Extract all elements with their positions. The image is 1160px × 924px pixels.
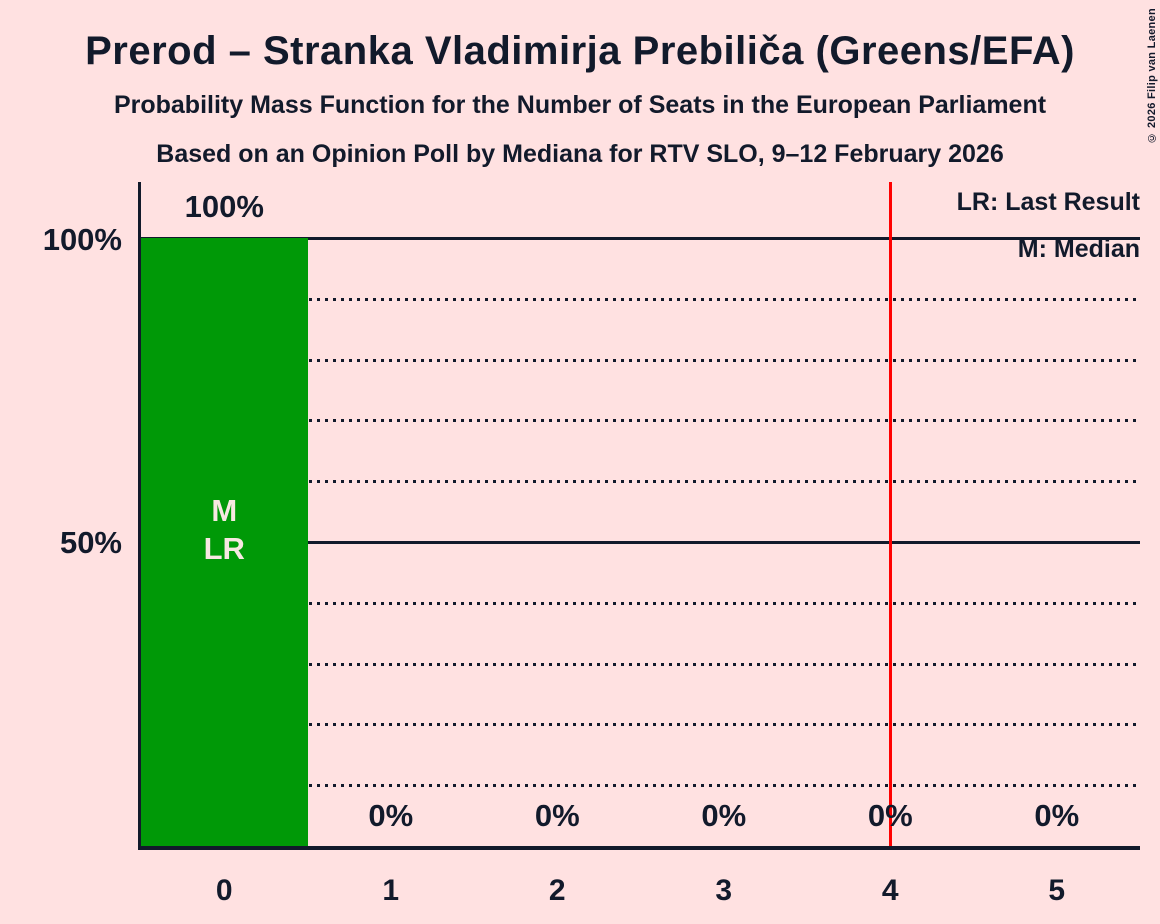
x-tick-label-2: 2: [548, 874, 566, 907]
gridline-40pct: [141, 602, 1140, 605]
annotation-m-label: M: [211, 493, 238, 528]
gridline-70pct: [141, 419, 1140, 422]
x-tick-label-5: 5: [1048, 874, 1066, 907]
gridline-100pct: [141, 237, 1140, 240]
x-tick-label-3: 3: [715, 874, 733, 907]
red-vertical-line: [888, 182, 892, 846]
chart-poll-info: Based on an Opinion Poll by Mediana for …: [156, 140, 1004, 168]
median-lastresult-annotation: M LR: [141, 492, 308, 568]
bar-seats-0: [141, 238, 308, 846]
gridline-10pct: [141, 784, 1140, 787]
y-axis-label-100: 100%: [42, 222, 122, 257]
bar-value-label-4: 0%: [867, 798, 913, 833]
bar-value-label-1: 0%: [368, 798, 414, 833]
chart-title: Prerod – Stranka Vladimirja Prebiliča (G…: [85, 29, 1075, 73]
x-tick-label-4: 4: [881, 874, 899, 907]
gridline-20pct: [141, 723, 1140, 726]
gridline-60pct: [141, 480, 1140, 483]
y-axis-label-50: 50%: [59, 525, 122, 560]
bar-value-label-0: 100%: [184, 189, 264, 224]
x-axis-line: [138, 846, 1140, 850]
gridline-90pct: [141, 298, 1140, 301]
x-tick-label-1: 1: [382, 874, 400, 907]
plot-area: 100% 0% 0% 0% 0% 0% M LR LR: Last Result…: [138, 182, 1140, 850]
legend-last-result: LR: Last Result: [956, 188, 1140, 216]
gridline-80pct: [141, 359, 1140, 362]
gridline-50pct: [141, 541, 1140, 544]
gridline-30pct: [141, 663, 1140, 666]
copyright-notice: © 2026 Filip van Laenen: [1146, 8, 1158, 144]
chart-subtitle: Probability Mass Function for the Number…: [113, 91, 1047, 119]
x-tick-label-0: 0: [215, 874, 233, 907]
annotation-lr-label: LR: [203, 531, 245, 566]
y-axis-line: [138, 182, 141, 850]
x-axis-tick-labels: 0 1 2 3 4 5: [141, 874, 1140, 908]
bar-value-label-3: 0%: [701, 798, 747, 833]
bar-value-label-5: 0%: [1034, 798, 1080, 833]
bar-value-label-2: 0%: [534, 798, 580, 833]
legend-median: M: Median: [1017, 235, 1140, 263]
